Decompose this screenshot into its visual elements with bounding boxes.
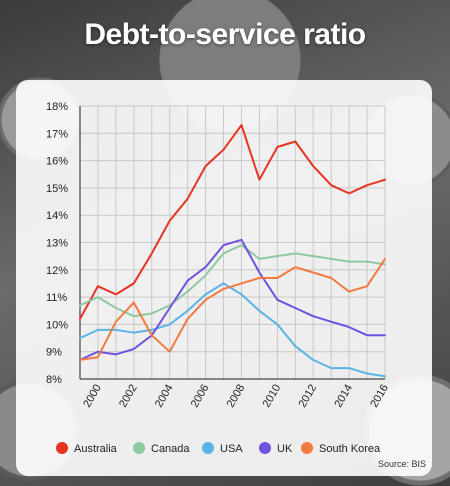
legend-label: UK (277, 443, 293, 455)
x-tick-label: 2010 (261, 382, 284, 409)
y-tick-label: 17% (46, 128, 68, 140)
legend-marker (259, 442, 271, 454)
series-line-usa (79, 282, 386, 378)
chart-title: Debt-to-service ratio (84, 18, 366, 51)
x-tick-label: 2000 (81, 382, 104, 409)
y-axis-ticks: 8% 9% 10% 11% 12% 13% 14% 15% 16% 17% 18% (46, 101, 68, 386)
legend-label: South Korea (319, 443, 381, 455)
x-tick-label: 2008 (225, 382, 248, 409)
legend-marker (56, 442, 68, 454)
x-tick-label: 2012 (297, 382, 320, 409)
x-tick-label: 2004 (153, 382, 176, 409)
y-tick-label: 12% (46, 265, 68, 277)
x-tick-label: 2014 (332, 382, 355, 409)
legend-marker (301, 442, 313, 454)
legend-marker (133, 442, 145, 454)
legend: Australia Canada USA UK South Korea (56, 442, 381, 455)
x-tick-label: 2002 (117, 382, 140, 409)
series-line-uk (79, 238, 386, 361)
y-tick-label: 11% (46, 292, 67, 304)
series-line-canada (79, 244, 386, 318)
y-tick-label: 16% (46, 156, 68, 168)
legend-label: USA (220, 443, 243, 455)
y-tick-label: 13% (46, 238, 68, 250)
x-axis-ticks: 2000 2002 2004 2006 2008 2010 2012 2014 2016 (81, 382, 391, 409)
source-note: Source: BIS (377, 459, 426, 469)
series-line-south-korea (79, 257, 386, 361)
y-tick-label: 8% (46, 374, 62, 386)
y-tick-label: 15% (46, 183, 68, 195)
y-tick-label: 10% (46, 319, 68, 331)
legend-label: Australia (74, 443, 118, 455)
y-tick-label: 9% (46, 347, 62, 359)
series-lines (79, 124, 386, 378)
x-tick-label: 2006 (189, 382, 212, 409)
x-tick-label: 2016 (368, 382, 391, 409)
y-tick-label: 14% (46, 210, 68, 222)
series-line-australia (79, 124, 386, 320)
y-tick-label: 18% (46, 101, 68, 113)
legend-marker (202, 442, 214, 454)
chart-grid (79, 105, 386, 380)
legend-label: Canada (151, 443, 190, 455)
